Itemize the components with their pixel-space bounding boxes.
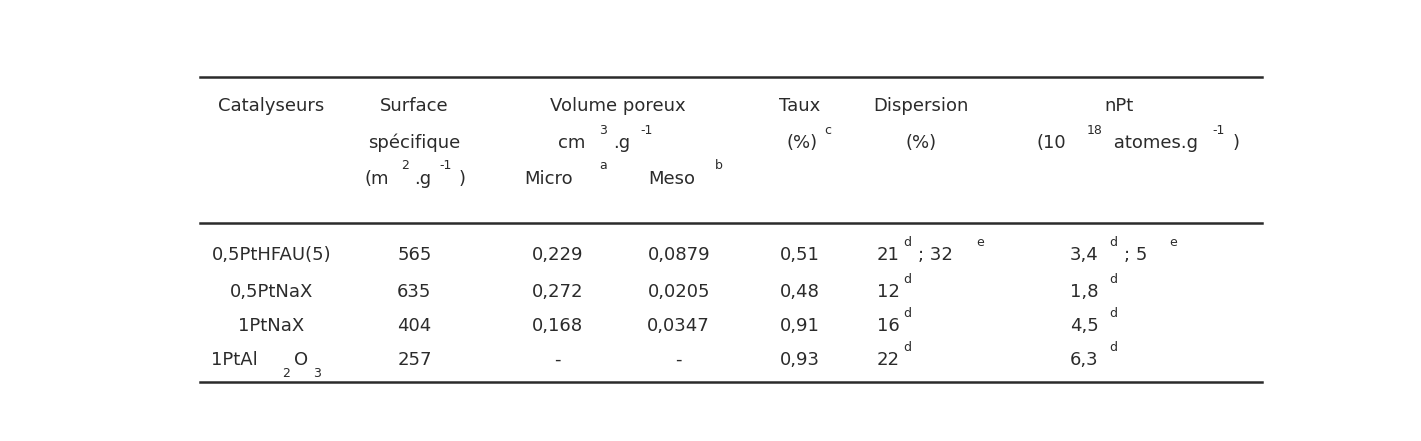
Text: d: d: [1110, 307, 1117, 320]
Text: d: d: [1110, 235, 1117, 249]
Text: 565: 565: [398, 246, 432, 264]
Text: 1,8: 1,8: [1070, 283, 1098, 301]
Text: e: e: [976, 235, 983, 249]
Text: d: d: [904, 307, 911, 320]
Text: Meso: Meso: [648, 169, 695, 187]
Text: .g: .g: [612, 134, 630, 152]
Text: 16: 16: [877, 317, 899, 335]
Text: b: b: [715, 159, 723, 172]
Text: 1PtNaX: 1PtNaX: [239, 317, 304, 335]
Text: 0,5PtHFAU(5): 0,5PtHFAU(5): [212, 246, 331, 264]
Text: Volume poreux: Volume poreux: [550, 97, 686, 115]
Text: (10: (10: [1037, 134, 1066, 152]
Text: 2: 2: [401, 159, 409, 172]
Text: 0,91: 0,91: [780, 317, 820, 335]
Text: 3: 3: [600, 123, 607, 137]
Text: 0,51: 0,51: [780, 246, 820, 264]
Text: Micro: Micro: [524, 169, 573, 187]
Text: 0,48: 0,48: [780, 283, 820, 301]
Text: 3: 3: [313, 366, 321, 380]
Text: ; 32: ; 32: [918, 246, 952, 264]
Text: nPt: nPt: [1104, 97, 1134, 115]
Text: 257: 257: [396, 351, 432, 369]
Text: 6,3: 6,3: [1070, 351, 1098, 369]
Text: ): ): [1232, 134, 1239, 152]
Text: 0,168: 0,168: [531, 317, 583, 335]
Text: cm: cm: [557, 134, 585, 152]
Text: Surface: Surface: [379, 97, 449, 115]
Text: 4,5: 4,5: [1070, 317, 1098, 335]
Text: .g: .g: [415, 169, 432, 187]
Text: 0,0205: 0,0205: [648, 283, 710, 301]
Text: Dispersion: Dispersion: [874, 97, 969, 115]
Text: Catalyseurs: Catalyseurs: [217, 97, 324, 115]
Text: -1: -1: [641, 123, 652, 137]
Text: 0,5PtNaX: 0,5PtNaX: [230, 283, 313, 301]
Text: 1PtAl: 1PtAl: [210, 351, 257, 369]
Text: -1: -1: [439, 159, 452, 172]
Text: atomes.g: atomes.g: [1108, 134, 1198, 152]
Text: 0,93: 0,93: [780, 351, 820, 369]
Text: d: d: [1110, 273, 1117, 286]
Text: 635: 635: [398, 283, 432, 301]
Text: d: d: [904, 235, 911, 249]
Text: 3,4: 3,4: [1070, 246, 1098, 264]
Text: 2: 2: [283, 366, 290, 380]
Text: (%): (%): [787, 134, 817, 152]
Text: ; 5: ; 5: [1124, 246, 1147, 264]
Text: 0,229: 0,229: [531, 246, 583, 264]
Text: 404: 404: [398, 317, 432, 335]
Text: -1: -1: [1214, 123, 1225, 137]
Text: d: d: [1110, 341, 1117, 354]
Text: 0,0347: 0,0347: [648, 317, 710, 335]
Text: ): ): [459, 169, 466, 187]
Text: (%): (%): [905, 134, 936, 152]
Text: 12: 12: [877, 283, 899, 301]
Text: -: -: [675, 351, 682, 369]
Text: O: O: [294, 351, 308, 369]
Text: d: d: [904, 273, 911, 286]
Text: -: -: [554, 351, 561, 369]
Text: Taux: Taux: [779, 97, 820, 115]
Text: 0,0879: 0,0879: [648, 246, 710, 264]
Text: (m: (m: [365, 169, 389, 187]
Text: 22: 22: [877, 351, 899, 369]
Text: a: a: [600, 159, 607, 172]
Text: 0,272: 0,272: [531, 283, 583, 301]
Text: c: c: [824, 123, 831, 137]
Text: d: d: [904, 341, 911, 354]
Text: e: e: [1168, 235, 1177, 249]
Text: spécifique: spécifique: [368, 134, 460, 152]
Text: 21: 21: [877, 246, 899, 264]
Text: 18: 18: [1086, 123, 1103, 137]
